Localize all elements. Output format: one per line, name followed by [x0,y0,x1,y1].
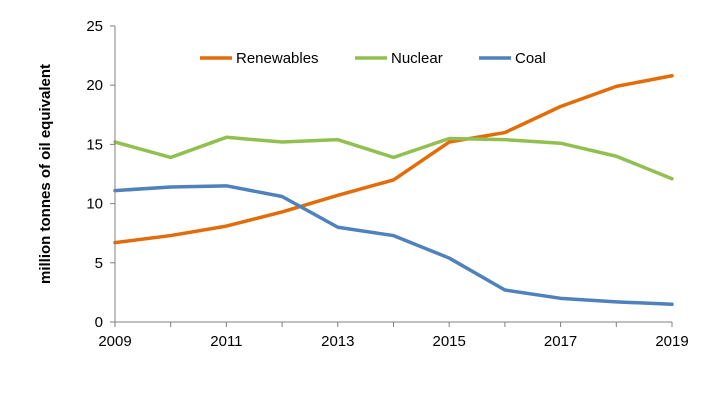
legend-label-nuclear: Nuclear [391,50,443,67]
legend: Renewables Nuclear Coal [200,50,546,67]
x-tick-label: 2013 [321,333,354,350]
y-tick-label: 15 [86,136,103,153]
y-axis-label: million tonnes of oil equivalent [37,64,54,284]
ticks-layer: 0 5 10 15 20 25 2009 2011 2013 2015 2017 2019 [86,18,688,350]
axes-layer [114,26,672,323]
y-tick-label: 10 [86,196,103,213]
x-tick-label: 2009 [98,333,131,350]
y-tick-label: 5 [95,255,103,272]
x-tick-label: 2011 [210,333,242,350]
y-tick-label: 20 [86,77,103,94]
series-line-coal [113,184,674,306]
series-layer [113,73,674,306]
legend-label-renewables: Renewables [236,50,319,67]
x-tick-label: 2017 [544,333,577,350]
y-tick-label: 0 [95,314,103,331]
series-line-renewables [113,73,674,245]
x-tick-label: 2015 [433,333,466,350]
x-tick-label: 2019 [655,333,688,350]
series-line-nuclear [113,135,674,181]
y-tick-label: 25 [86,18,103,35]
legend-label-coal: Coal [515,50,546,67]
